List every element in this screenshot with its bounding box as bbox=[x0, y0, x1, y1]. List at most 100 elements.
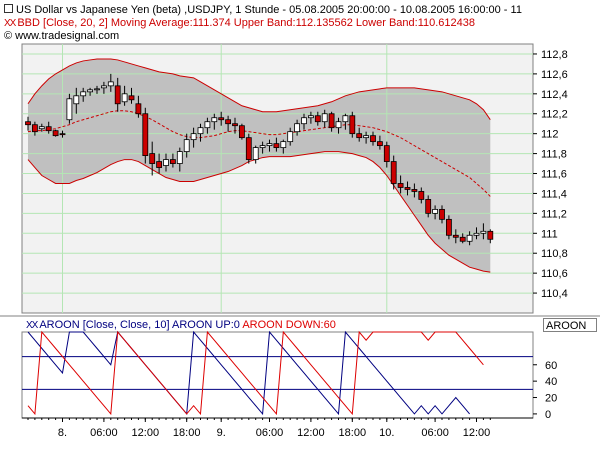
candle-body-down bbox=[128, 95, 135, 101]
candle-body-down bbox=[425, 199, 432, 214]
candle bbox=[301, 113, 307, 130]
candle-body-up bbox=[266, 143, 273, 147]
candle bbox=[390, 155, 397, 190]
candle bbox=[238, 123, 245, 140]
aroon-tick-label: 60 bbox=[545, 360, 557, 372]
aroon-tick-label: 0 bbox=[545, 409, 551, 421]
candle bbox=[294, 119, 301, 136]
candle-body-down bbox=[376, 141, 383, 147]
candle bbox=[480, 223, 487, 240]
candle-body-down bbox=[404, 187, 411, 190]
candle-body-up bbox=[211, 117, 218, 123]
x-tick-label: 9. bbox=[217, 427, 226, 439]
price-tick-label: 112,4 bbox=[541, 89, 568, 101]
x-tick-label: 06:00 bbox=[421, 427, 449, 439]
candle bbox=[259, 141, 266, 154]
candle-body-up bbox=[473, 232, 480, 236]
candle-body-down bbox=[459, 236, 466, 242]
candle bbox=[487, 229, 494, 244]
candle bbox=[473, 227, 480, 240]
candle bbox=[328, 111, 335, 132]
candle-body-down bbox=[232, 123, 238, 127]
price-tick-label: 110,6 bbox=[541, 268, 568, 280]
candle-body-up bbox=[287, 131, 294, 143]
candle-body-up bbox=[101, 85, 107, 89]
candle bbox=[356, 127, 363, 142]
candle-body-up bbox=[204, 121, 211, 129]
candle-body-down bbox=[114, 85, 121, 105]
candle bbox=[101, 81, 107, 94]
candle-body-up bbox=[321, 113, 328, 123]
candle-body-up bbox=[163, 159, 169, 166]
candle-body-up bbox=[480, 230, 487, 234]
candle-body-up bbox=[335, 121, 342, 129]
candle bbox=[307, 111, 314, 124]
aroon-panel-label: AROON bbox=[543, 318, 597, 332]
candle-body-down bbox=[390, 161, 397, 184]
candle-body-down bbox=[25, 121, 31, 126]
price-tick-label: 112,2 bbox=[541, 109, 568, 121]
price-tick-label: 112,6 bbox=[541, 69, 568, 81]
upper-band-line bbox=[27, 58, 491, 121]
x-tick-label: 12:00 bbox=[297, 427, 325, 439]
candle-body-down bbox=[32, 124, 38, 133]
candle-body-down bbox=[445, 218, 452, 236]
chart-title: US Dollar vs Japanese Yen (beta) ,USDJPY… bbox=[4, 4, 522, 16]
candle bbox=[114, 77, 121, 112]
candle bbox=[425, 195, 432, 218]
candle bbox=[25, 116, 31, 131]
candle-body-up bbox=[197, 127, 204, 135]
candle bbox=[252, 145, 259, 164]
price-tick-label: 111 bbox=[541, 228, 558, 240]
candle-body-down bbox=[59, 133, 66, 136]
copyright-icon: © bbox=[4, 30, 13, 42]
price-tick-label: 111,6 bbox=[541, 169, 567, 181]
candle-body-down bbox=[487, 230, 494, 240]
candle-body-down bbox=[169, 159, 176, 164]
candle bbox=[45, 121, 52, 134]
candle bbox=[176, 147, 183, 172]
candle bbox=[87, 87, 93, 96]
candle bbox=[94, 85, 100, 94]
candle bbox=[452, 229, 459, 244]
candle-body-down bbox=[356, 133, 363, 139]
candle bbox=[411, 183, 418, 198]
candle bbox=[183, 133, 190, 158]
x-tick-label: 10. bbox=[379, 427, 394, 439]
candle-body-up bbox=[190, 133, 197, 141]
candle-body-down bbox=[149, 153, 156, 164]
candle-body-up bbox=[363, 135, 370, 139]
candle-body-up bbox=[66, 98, 73, 121]
candle bbox=[107, 73, 114, 92]
candle-body-down bbox=[218, 117, 225, 121]
candle-body-up bbox=[38, 126, 45, 130]
candle bbox=[225, 115, 232, 132]
candle bbox=[245, 133, 252, 164]
price-tick-label: 112,8 bbox=[541, 49, 568, 61]
candle-body-down bbox=[452, 234, 459, 238]
price-tick-label: 111,2 bbox=[541, 208, 567, 220]
bollinger-band-fill bbox=[28, 58, 491, 273]
x-tick-label: 18:00 bbox=[173, 427, 201, 439]
candle-body-up bbox=[73, 95, 80, 105]
candle bbox=[273, 137, 280, 152]
candle bbox=[232, 117, 238, 134]
indicator-cross-icon: XX bbox=[4, 18, 16, 29]
candle-body-up bbox=[121, 93, 128, 103]
candle bbox=[80, 87, 87, 102]
candle bbox=[349, 111, 356, 138]
candle bbox=[397, 175, 404, 194]
candle bbox=[163, 153, 169, 172]
candle bbox=[445, 215, 452, 240]
candle bbox=[342, 113, 349, 130]
candle bbox=[128, 87, 135, 104]
moving-average-line bbox=[27, 110, 491, 197]
candle-body-up bbox=[87, 89, 93, 93]
candle bbox=[156, 153, 163, 174]
candle-body-down bbox=[383, 145, 390, 162]
candle bbox=[73, 87, 80, 114]
candle-body-down bbox=[225, 119, 232, 125]
candle bbox=[287, 127, 294, 146]
